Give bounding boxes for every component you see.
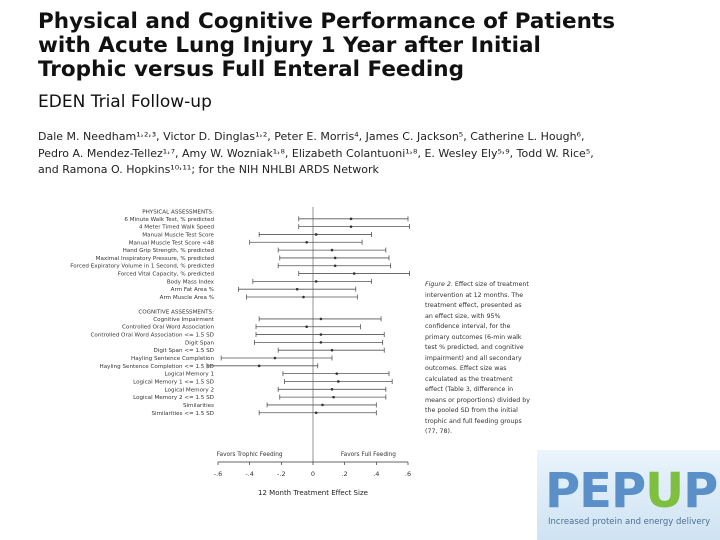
effect-estimate-point: [302, 295, 305, 299]
effect-estimate-point: [314, 280, 318, 283]
row-label: Logical Memory 2: [165, 387, 214, 393]
title-line-3: Trophic versus Full Enteral Feeding: [38, 57, 464, 82]
effect-estimate-point: [333, 264, 337, 268]
effect-estimate-point: [319, 341, 323, 344]
authors-line-1: Dale M. Needham¹˒²˒³, Victor D. Dinglas¹…: [38, 130, 585, 143]
effect-estimate-point: [332, 395, 335, 399]
effect-estimate-point: [319, 317, 323, 321]
row-label: Forced Vital Capacity, % predicted: [118, 272, 215, 278]
effect-estimate-point: [335, 372, 339, 375]
effect-estimate-point: [337, 380, 340, 383]
x-tick-label: 0: [311, 470, 315, 478]
effect-estimate-point: [330, 248, 334, 252]
title-line-2: with Acute Lung Injury 1 Year after Init…: [38, 33, 541, 58]
x-tick-label: -.6: [214, 470, 223, 478]
favors-trophic-annotation: Favors Trophic Feeding: [217, 452, 283, 458]
row-label: Cognitive Impairment: [153, 317, 215, 323]
row-label: Arm Muscle Area %: [160, 295, 214, 301]
effect-estimate-point: [273, 356, 277, 360]
effect-estimate-point: [349, 225, 353, 228]
effect-estimate-point: [333, 256, 337, 260]
effect-estimate-point: [330, 387, 334, 391]
row-label: 4 Meter Timed Walk Speed: [139, 225, 214, 231]
row-label: Logical Memory 1: [165, 372, 215, 378]
row-label: Hayling Sentence Completion: [131, 356, 214, 362]
group-heading: PHYSICAL ASSESSMENTS:: [142, 210, 214, 216]
logo-part-pep: PEP: [545, 463, 646, 519]
row-label: 6 Minute Walk Test, % predicted: [124, 217, 214, 223]
figure-caption: Figure 2. Effect size of treatment inter…: [425, 280, 530, 438]
effect-estimate-point: [330, 348, 334, 352]
forest-plot: PHYSICAL ASSESSMENTS:6 Minute Walk Test,…: [70, 207, 411, 497]
row-label: Logical Memory 1 <= 1.5 SD: [133, 379, 214, 385]
logo-tagline: Increased protein and energy delivery: [548, 517, 711, 527]
row-label: Logical Memory 2 <= 1.5 SD: [133, 395, 214, 401]
row-label: Controlled Oral Word Association <= 1.5 …: [91, 333, 214, 339]
row-label: Maximal Inspiratory Pressure, % predicte…: [96, 256, 215, 262]
row-label: Digit Span: [185, 340, 214, 346]
caption-label: Figure 2.: [425, 281, 453, 288]
row-label: Forced Expiratory Volume in 1 Second, % …: [70, 264, 214, 270]
effect-estimate-point: [321, 403, 324, 407]
logo-part-u: U: [645, 463, 684, 519]
row-label: Arm Fat Area %: [171, 287, 214, 293]
caption-text: Effect size of treatment intervention at…: [425, 281, 530, 435]
effect-estimate-point: [314, 411, 318, 415]
row-label: Manual Muscle Test Score <48: [129, 240, 215, 246]
paper-title: Physical and Cognitive Performance of Pa…: [38, 10, 708, 82]
x-tick-label: -.2: [277, 470, 286, 478]
row-label: Digit Span <= 1.5 SD: [154, 348, 214, 354]
row-label: Similarities <= 1.5 SD: [151, 411, 214, 417]
effect-estimate-point: [257, 364, 261, 368]
effect-estimate-point: [305, 240, 308, 244]
row-label: Controlled Oral Word Association: [122, 325, 214, 331]
row-label: Manual Muscle Test Score: [142, 232, 214, 238]
author-list: Dale M. Needham¹˒²˒³, Victor D. Dinglas¹…: [38, 129, 708, 179]
effect-estimate-point: [295, 287, 299, 291]
effect-estimate-point: [314, 233, 318, 236]
favors-full-annotation: Favors Full Feeding: [341, 452, 396, 458]
effect-estimate-point: [305, 325, 308, 329]
x-axis-label: 12 Month Treatment Effect Size: [258, 489, 368, 497]
x-tick-label: .6: [405, 470, 411, 478]
authors-line-3: and Ramona O. Hopkins¹⁰˒¹¹; for the NIH …: [38, 163, 379, 176]
x-tick-label: .2: [342, 470, 348, 478]
logo-panel: [537, 450, 720, 540]
authors-line-2: Pedro A. Mendez-Tellez¹˒⁷, Amy W. Woznia…: [38, 146, 594, 160]
title-line-1: Physical and Cognitive Performance of Pa…: [38, 9, 615, 34]
row-label: Body Mass Index: [167, 279, 215, 285]
x-tick-label: .4: [373, 470, 379, 478]
effect-estimate-point: [349, 217, 353, 221]
logo-part-p: P: [683, 463, 718, 519]
x-tick-label: -.4: [245, 470, 254, 478]
group-heading: COGNITIVE ASSESSMENTS:: [138, 310, 214, 316]
row-label: Similarities: [183, 403, 214, 409]
effect-estimate-point: [319, 333, 323, 336]
effect-estimate-point: [352, 272, 356, 275]
pepup-logo: PEPUP: [545, 463, 718, 519]
row-label: Hand Grip Strength, % predicted: [123, 248, 215, 254]
row-label: Hayling Sentence Completion <= 1.5 SD: [100, 364, 214, 370]
paper-subtitle: EDEN Trial Follow-up: [38, 92, 212, 112]
